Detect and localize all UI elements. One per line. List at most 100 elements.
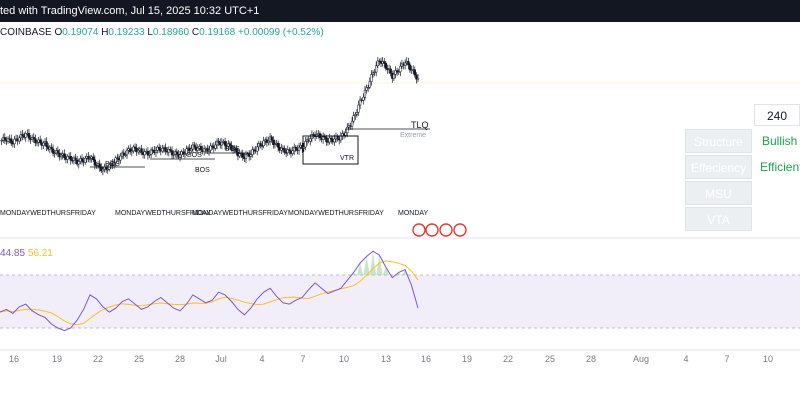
low-value: 0.18960 — [152, 27, 190, 38]
time-tick: Aug — [632, 354, 650, 364]
candle-body — [148, 154, 151, 156]
candle-body — [270, 136, 273, 141]
attribution-bar: ted with TradingView.com, Jul 15, 2025 1… — [0, 0, 800, 22]
rsi-ma-line — [0, 260, 419, 326]
candle-body — [63, 153, 66, 158]
candle-body — [135, 147, 138, 153]
candle-body — [371, 72, 375, 75]
candle-body — [384, 63, 387, 69]
time-tick: 25 — [133, 354, 145, 364]
vtr-label: VTR — [340, 155, 354, 162]
candle-body — [336, 136, 339, 140]
candle-body — [262, 140, 265, 146]
candle-body — [0, 140, 3, 142]
candle-body — [267, 140, 270, 143]
candle-body — [328, 137, 331, 143]
time-axis[interactable]: 16 19 22 25 28 Jul 4 7 10 13 16 19 22 25 28 Aug 4 7 10 — [0, 354, 800, 368]
candle-body — [392, 73, 396, 79]
candle-body — [297, 146, 301, 151]
candle-body — [74, 157, 77, 161]
structure-value-box: Bullish — [752, 129, 800, 153]
candle-body — [376, 60, 379, 67]
candle-body — [13, 138, 16, 145]
bos-label-3: BOS — [225, 146, 240, 153]
candle-body — [106, 169, 109, 171]
candle-body — [116, 157, 119, 159]
candle-body — [21, 134, 24, 137]
candle-body — [84, 158, 87, 163]
candle-body — [140, 148, 143, 153]
change-value: +0.00099 (+0.52%) — [238, 27, 324, 38]
candle-body — [124, 154, 127, 156]
candle-body — [32, 136, 35, 139]
candle-body — [178, 154, 182, 158]
time-tick: 7 — [724, 354, 730, 364]
candle-body — [228, 143, 232, 146]
time-tick: 22 — [92, 354, 104, 364]
vta-label: VTA — [707, 213, 730, 227]
time-tick: 16 — [8, 354, 20, 364]
candle-body — [223, 141, 227, 146]
tlq-label: TLQ — [411, 120, 429, 130]
us-flag-icon[interactable] — [425, 223, 439, 237]
candle-body — [27, 133, 31, 139]
day-labels-5: MONDAY — [398, 210, 429, 217]
candle-body — [175, 151, 178, 155]
candle-body — [244, 154, 248, 160]
us-flag-icon[interactable] — [453, 223, 467, 237]
candle-body — [143, 151, 146, 155]
flag-icons[interactable] — [412, 223, 467, 237]
candle-body — [280, 147, 283, 151]
candle-body — [220, 141, 224, 146]
candle-body — [182, 151, 185, 155]
candle-body — [161, 148, 164, 152]
time-tick: 19 — [51, 354, 63, 364]
ohlc-legend: COINBASE O0.19074 H0.19233 L0.18960 C0.1… — [0, 27, 324, 38]
attribution-text: ted with TradingView.com, Jul 15, 2025 1… — [0, 5, 260, 17]
candle-body — [149, 149, 153, 155]
candle-body — [193, 144, 196, 148]
rsi-ma-value: 56.21 — [27, 248, 53, 259]
bos-label-1: BOS — [105, 161, 120, 168]
candle-body — [170, 150, 174, 156]
close-value: 0.19168 — [199, 27, 236, 38]
candle-body — [69, 155, 72, 161]
rsi-value: 44.85 — [0, 248, 26, 259]
candle-body — [214, 144, 217, 149]
candle-body — [158, 146, 161, 150]
candle-body — [45, 141, 48, 147]
time-tick: 4 — [259, 354, 265, 364]
time-tick: 13 — [380, 354, 392, 364]
efficiency-label-box: Effeciency — [685, 155, 752, 179]
candle-body — [35, 141, 39, 144]
us-flag-icon[interactable] — [439, 223, 453, 237]
candle-body — [34, 138, 37, 144]
rsi-band — [0, 275, 800, 328]
candle-body — [209, 145, 212, 151]
time-tick: Jul — [215, 354, 227, 364]
candle-body — [368, 81, 371, 88]
candle-body — [362, 96, 365, 101]
day-labels-3: MONDAYWEDTHURSFRIDAY — [192, 210, 288, 217]
candle-body — [350, 120, 354, 127]
candle-body — [66, 156, 69, 160]
us-flag-icon[interactable] — [412, 223, 426, 237]
candle-body — [288, 149, 291, 152]
candle-body — [42, 142, 45, 146]
candle-body — [413, 69, 416, 76]
candle-body — [272, 139, 275, 145]
open-value: 0.19074 — [62, 27, 99, 38]
candle-body — [355, 112, 359, 115]
candle-body — [259, 143, 262, 146]
candle-body — [24, 133, 27, 138]
candle-body — [367, 86, 370, 89]
candle-body — [154, 150, 158, 153]
candle-body — [132, 146, 135, 152]
candle-body — [251, 149, 254, 155]
candle-body — [370, 74, 373, 82]
efficiency-value: Efficient — [760, 160, 800, 174]
candle-body — [294, 146, 297, 150]
vtr-box — [302, 135, 359, 165]
candle-body — [185, 148, 188, 154]
